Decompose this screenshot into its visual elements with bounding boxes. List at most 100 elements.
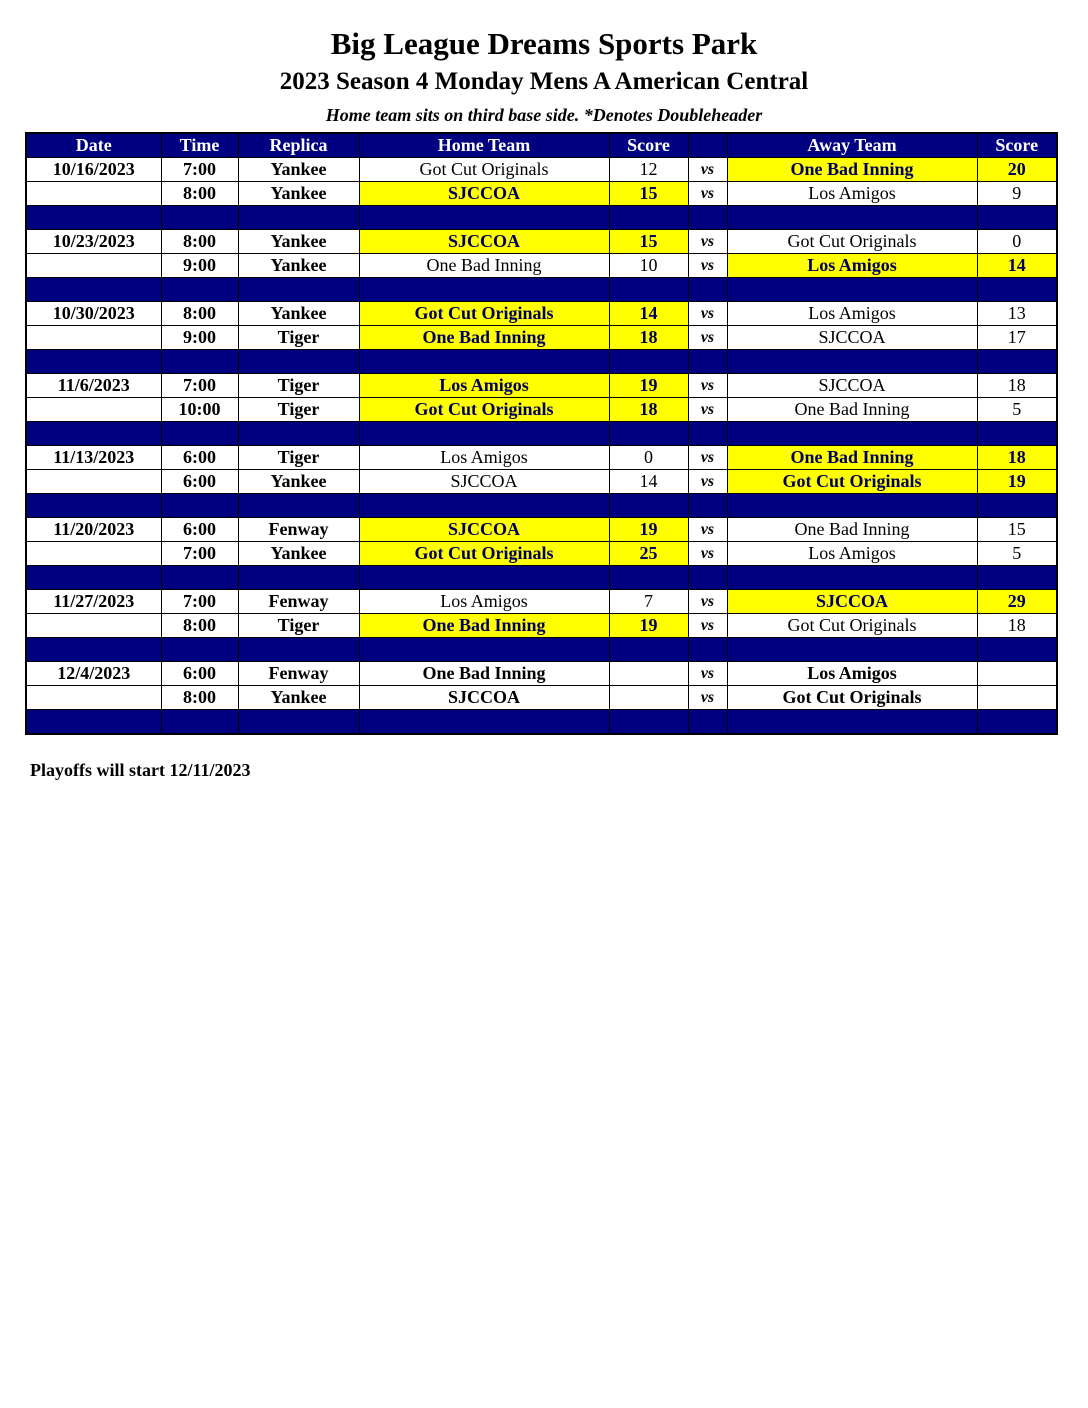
away-score-cell: 13 [976, 301, 1058, 326]
time-cell: 9:00 [160, 253, 239, 278]
time-cell: 7:00 [160, 589, 239, 614]
week-separator [25, 349, 1058, 374]
field-cell: Tiger [237, 373, 360, 398]
field-cell: Yankee [237, 541, 360, 566]
field-cell: Tiger [237, 613, 360, 638]
separator-cell [237, 349, 360, 374]
away-team-cell: SJCCOA [726, 373, 978, 398]
separator-cell [358, 205, 610, 230]
vs-label: vs [687, 301, 728, 326]
home-team-cell: SJCCOA [358, 517, 610, 542]
field-cell: Tiger [237, 325, 360, 350]
separator-cell [358, 349, 610, 374]
vs-label: vs [687, 661, 728, 686]
separator-cell [687, 205, 728, 230]
separator-cell [160, 637, 239, 662]
separator-cell [237, 709, 360, 735]
table-row: 6:00 Yankee SJCCOA 14 vs Got Cut Originals 19 [25, 469, 1058, 494]
away-score-cell: 15 [976, 517, 1058, 542]
vs-label: vs [687, 685, 728, 710]
week-separator [25, 493, 1058, 518]
field-cell: Yankee [237, 301, 360, 326]
field-cell: Yankee [237, 685, 360, 710]
separator-cell [160, 493, 239, 518]
schedule-table: Date Time Replica Home Team Score Away Team Sc… [25, 132, 1058, 735]
home-score-cell: 19 [608, 517, 689, 542]
separator-cell [687, 421, 728, 446]
home-score-cell: 19 [608, 373, 689, 398]
separator-cell [726, 565, 978, 590]
vs-label: vs [687, 445, 728, 470]
away-score-cell: 18 [976, 613, 1058, 638]
table-row: 11/27/2023 7:00 Fenway Los Amigos 7 vs SJCCOA 2… [25, 589, 1058, 614]
separator-cell [687, 493, 728, 518]
home-team-cell: Los Amigos [358, 445, 610, 470]
table-header: Date Time Replica Home Team Score Away Team Sc… [25, 132, 1058, 158]
column-header [687, 132, 728, 158]
field-cell: Yankee [237, 157, 360, 182]
separator-cell [358, 637, 610, 662]
separator-cell [726, 709, 978, 735]
field-cell: Yankee [237, 253, 360, 278]
table-row: 9:00 Tiger One Bad Inning 18 vs SJCCOA 17 [25, 325, 1058, 350]
separator-cell [608, 349, 689, 374]
vs-label: vs [687, 181, 728, 206]
separator-cell [358, 709, 610, 735]
separator-cell [687, 565, 728, 590]
away-team-cell: Got Cut Originals [726, 229, 978, 254]
away-score-cell: 0 [976, 229, 1058, 254]
away-team-cell: Got Cut Originals [726, 469, 978, 494]
separator-cell [726, 493, 978, 518]
separator-cell [358, 277, 610, 302]
time-cell: 6:00 [160, 517, 239, 542]
date-cell [25, 181, 162, 206]
separator-cell [25, 277, 162, 302]
home-score-cell: 19 [608, 613, 689, 638]
home-team-cell: One Bad Inning [358, 613, 610, 638]
page-title: Big League Dreams Sports Park [330, 26, 758, 61]
time-cell: 10:00 [160, 397, 239, 422]
field-cell: Yankee [237, 469, 360, 494]
home-score-cell: 10 [608, 253, 689, 278]
away-score-cell: 20 [976, 157, 1058, 182]
separator-cell [608, 493, 689, 518]
away-score-cell: 5 [976, 397, 1058, 422]
separator-cell [608, 205, 689, 230]
away-team-cell: One Bad Inning [726, 445, 978, 470]
away-team-cell: One Bad Inning [726, 397, 978, 422]
away-score-cell: 17 [976, 325, 1058, 350]
separator-cell [608, 709, 689, 735]
separator-cell [160, 421, 239, 446]
separator-cell [976, 349, 1058, 374]
table-row: 10/30/2023 8:00 Yankee Got Cut Originals 14 v… [25, 301, 1058, 326]
date-cell [25, 325, 162, 350]
time-cell: 7:00 [160, 541, 239, 566]
table-row: 12/4/2023 6:00 Fenway One Bad Inning vs Los A… [25, 661, 1058, 686]
separator-cell [976, 709, 1058, 735]
separator-cell [608, 421, 689, 446]
separator-cell [976, 565, 1058, 590]
time-cell: 8:00 [160, 229, 239, 254]
table-row: 8:00 Yankee SJCCOA vs Got Cut Originals [25, 685, 1058, 710]
away-score-cell [976, 685, 1058, 710]
separator-cell [25, 565, 162, 590]
home-score-cell: 15 [608, 229, 689, 254]
separator-cell [976, 493, 1058, 518]
away-team-cell: Los Amigos [726, 301, 978, 326]
field-cell: Yankee [237, 181, 360, 206]
separator-cell [608, 565, 689, 590]
field-cell: Fenway [237, 589, 360, 614]
home-team-cell: Los Amigos [358, 373, 610, 398]
home-team-cell: SJCCOA [358, 229, 610, 254]
separator-cell [726, 205, 978, 230]
home-team-cell: One Bad Inning [358, 325, 610, 350]
separator-cell [687, 637, 728, 662]
week-separator [25, 421, 1058, 446]
separator-cell [237, 637, 360, 662]
separator-cell [160, 709, 239, 735]
away-team-cell: SJCCOA [726, 589, 978, 614]
vs-label: vs [687, 541, 728, 566]
column-header: Score [976, 132, 1058, 158]
separator-cell [976, 277, 1058, 302]
away-team-cell: Got Cut Originals [726, 685, 978, 710]
